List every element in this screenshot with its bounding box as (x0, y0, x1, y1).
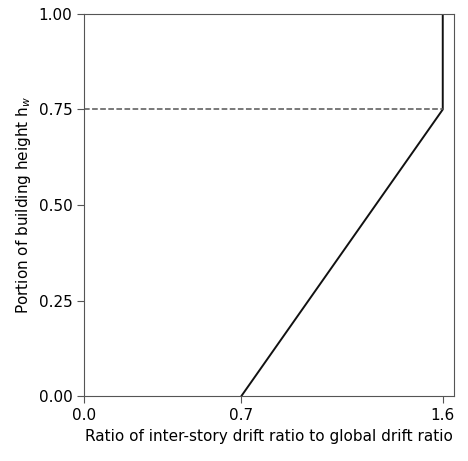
X-axis label: Ratio of inter-story drift ratio to global drift ratio: Ratio of inter-story drift ratio to glob… (85, 429, 453, 444)
Y-axis label: Portion of building height h$_w$: Portion of building height h$_w$ (14, 96, 33, 314)
